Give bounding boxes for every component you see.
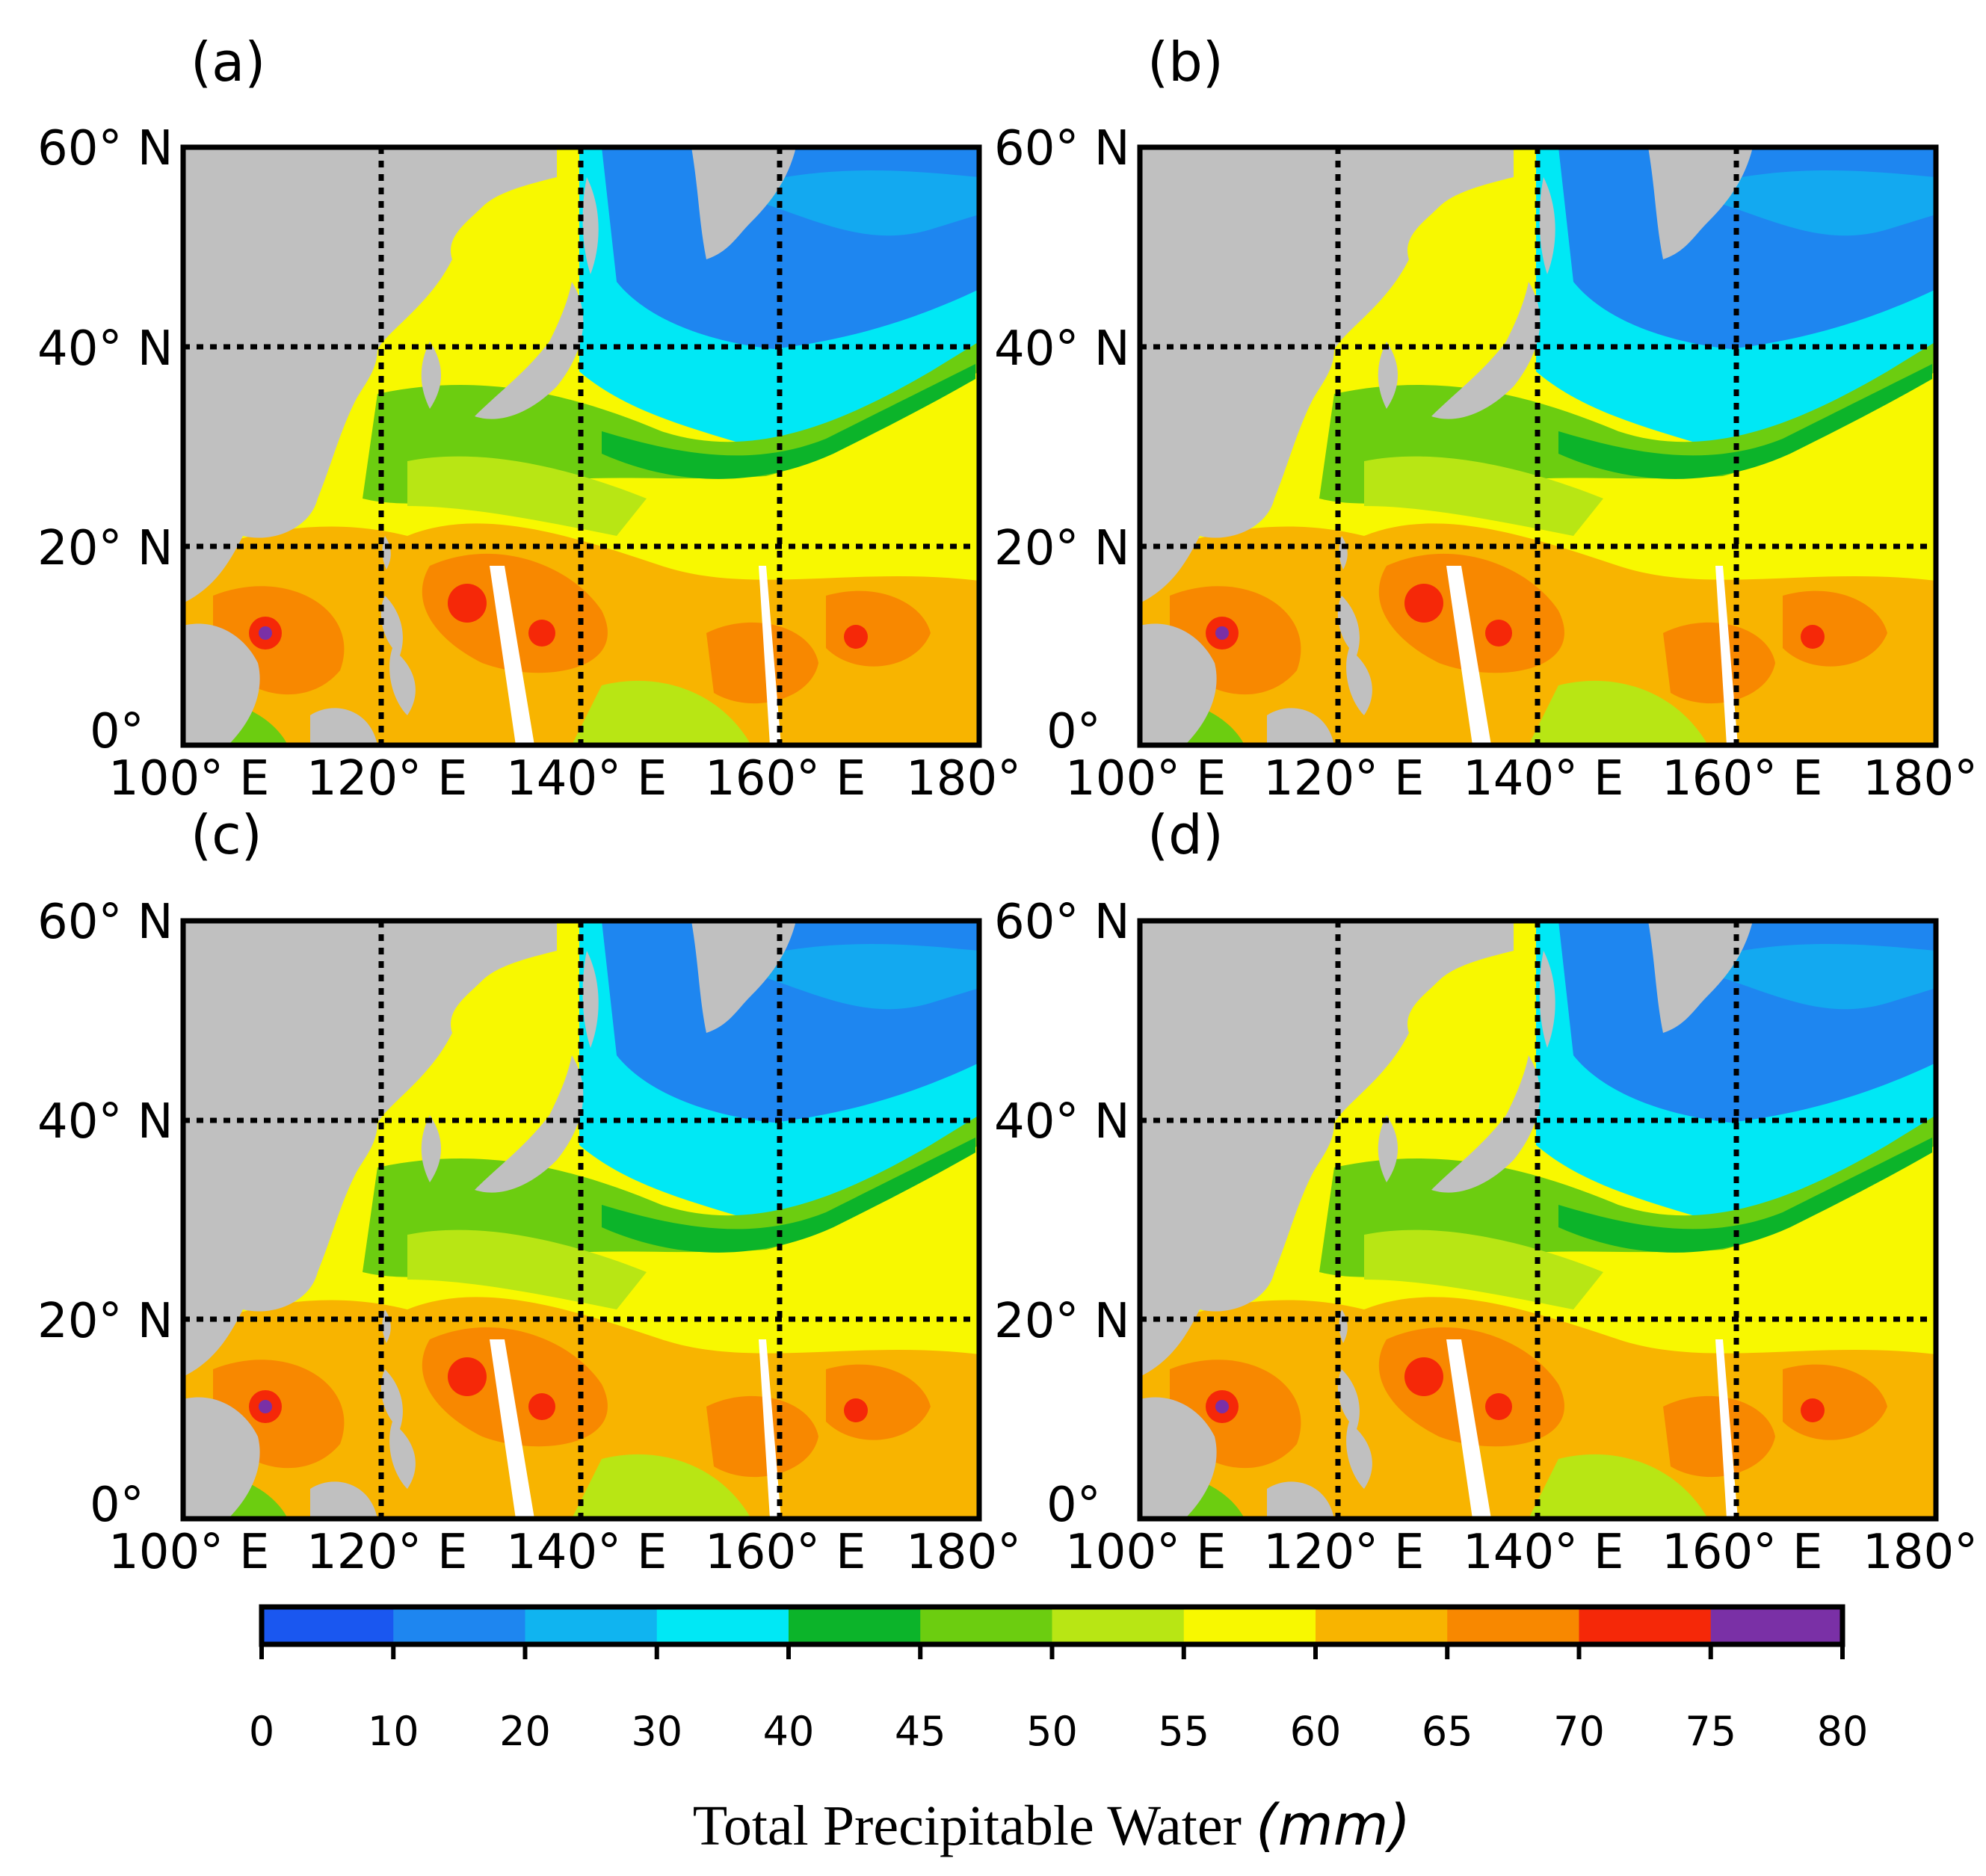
colorbar-swatch-10 — [1579, 1607, 1712, 1644]
lat-label-60n-b: 60° N — [994, 121, 1130, 176]
colorbar-ticks: 0 10 20 30 40 45 50 55 60 65 70 75 80 — [249, 1644, 1869, 1755]
lat-label-0-d: 0° — [1046, 1478, 1101, 1533]
colorbar-tick-label-1: 10 — [368, 1708, 419, 1755]
panel-a: (a) 60° N 40° N 20° N 0° 100° E 120° E 1… — [37, 31, 1021, 806]
panel-label-d: (d) — [1147, 803, 1224, 866]
lon-label-180-c: 180° — [906, 1525, 1021, 1580]
lon-label-140-c: 140° — [506, 1525, 621, 1580]
lat-label-20n-a: 20° N — [37, 521, 173, 576]
colorbar-swatch-11 — [1710, 1607, 1843, 1644]
colorbar-tick-label-12: 80 — [1817, 1708, 1869, 1755]
lon-label-140-b: 140° — [1463, 751, 1578, 806]
lon-label-100-a: 100° — [108, 751, 223, 806]
colorbar-tick-label-3: 30 — [631, 1708, 682, 1755]
lon-label-100-b: 100° — [1065, 751, 1180, 806]
lon-label-140-a: 140° — [506, 751, 621, 806]
colorbar-swatch-0 — [262, 1607, 394, 1644]
lat-label-0-a: 0° — [90, 704, 144, 759]
colorbar-swatch-8 — [1316, 1607, 1448, 1644]
lon-label-180-d: 180° — [1863, 1525, 1978, 1580]
lon-label-140-d: 140° — [1463, 1525, 1578, 1580]
colorbar-tick-label-8: 60 — [1290, 1708, 1342, 1755]
lon-label-100-d: 100° — [1065, 1525, 1180, 1580]
lat-label-0-c: 0° — [90, 1478, 144, 1533]
colorbar-tick-label-4: 40 — [763, 1708, 815, 1755]
lat-label-60n-a: 60° N — [37, 121, 173, 176]
colorbar-swatch-5 — [920, 1607, 1052, 1644]
lon-label-120-c: 120° — [306, 1525, 422, 1580]
panel-label-b: (b) — [1147, 31, 1224, 93]
lon-label-e2-c: E — [437, 1525, 467, 1580]
colorbar-tick-label-0: 0 — [249, 1708, 274, 1755]
lon-label-e4-a: E — [836, 751, 866, 806]
lon-label-e2-d: E — [1394, 1525, 1424, 1580]
lat-label-20n-c: 20° N — [37, 1294, 173, 1349]
colorbar-swatches — [262, 1607, 1843, 1644]
lon-label-e2-b: E — [1394, 751, 1424, 806]
panel-c: (c) 60° N 40° N 20° N 0° 100° E 120° E 1… — [37, 803, 1021, 1580]
lon-label-160-a: 160° — [705, 751, 820, 806]
colorbar-tick-label-5: 45 — [895, 1708, 946, 1755]
colorbar-tick-label-7: 55 — [1158, 1708, 1209, 1755]
lat-label-20n-d: 20° N — [994, 1294, 1130, 1349]
panel-b: (b) 60° N 40° N 20° N 0° 100° E 120° E 1… — [994, 31, 1978, 806]
lon-label-180-b: 180° — [1863, 751, 1978, 806]
lon-label-e2-a: E — [437, 751, 467, 806]
lat-label-60n-c: 60° N — [37, 895, 173, 950]
lon-label-e1-a: E — [239, 751, 269, 806]
lon-label-160-b: 160° — [1662, 751, 1777, 806]
colorbar-tick-label-10: 70 — [1553, 1708, 1605, 1755]
panel-label-c: (c) — [191, 803, 262, 866]
lat-label-40n-c: 40° N — [37, 1094, 173, 1150]
colorbar-title: Total Precipitable Water (mm) — [693, 1792, 1411, 1858]
panel-label-a: (a) — [191, 31, 265, 93]
lat-label-40n-d: 40° N — [994, 1094, 1130, 1150]
colorbar-swatch-2 — [525, 1607, 658, 1644]
colorbar-tick-label-6: 50 — [1026, 1708, 1078, 1755]
lon-label-100-c: 100° — [108, 1525, 223, 1580]
colorbar-swatch-3 — [656, 1607, 789, 1644]
lon-label-e1-c: E — [239, 1525, 269, 1580]
colorbar-swatch-1 — [393, 1607, 525, 1644]
panel-d: (d) 60° N 40° N 20° N 0° 100° E 120° E 1… — [994, 803, 1978, 1580]
lon-label-e4-d: E — [1792, 1525, 1822, 1580]
lon-label-180-a: 180° — [906, 751, 1021, 806]
lon-label-e3-c: E — [637, 1525, 667, 1580]
lat-label-60n-d: 60° N — [994, 895, 1130, 950]
colorbar-tick-label-11: 75 — [1685, 1708, 1736, 1755]
lon-label-e1-d: E — [1196, 1525, 1226, 1580]
lon-label-120-a: 120° — [306, 751, 422, 806]
lat-label-40n-a: 40° N — [37, 321, 173, 377]
colorbar-swatch-6 — [1052, 1607, 1185, 1644]
lon-label-e4-c: E — [836, 1525, 866, 1580]
lon-label-120-b: 120° — [1263, 751, 1378, 806]
colorbar-swatch-4 — [789, 1607, 921, 1644]
lon-label-e1-b: E — [1196, 751, 1226, 806]
colorbar-tick-label-2: 20 — [499, 1708, 551, 1755]
lat-label-40n-b: 40° N — [994, 321, 1130, 377]
colorbar-tick-label-9: 65 — [1422, 1708, 1473, 1755]
lon-label-160-c: 160° — [705, 1525, 820, 1580]
lon-label-e3-a: E — [637, 751, 667, 806]
colorbar-swatch-7 — [1183, 1607, 1316, 1644]
colorbar: 0 10 20 30 40 45 50 55 60 65 70 75 80 Total Precipit… — [249, 1604, 1869, 1858]
lon-label-160-d: 160° — [1662, 1525, 1777, 1580]
colorbar-swatch-9 — [1447, 1607, 1579, 1644]
lon-label-e3-b: E — [1594, 751, 1623, 806]
lat-label-0-b: 0° — [1046, 704, 1101, 759]
lon-label-e4-b: E — [1792, 751, 1822, 806]
lat-label-20n-b: 20° N — [994, 521, 1130, 576]
lon-label-e3-d: E — [1594, 1525, 1623, 1580]
lon-label-120-d: 120° — [1263, 1525, 1378, 1580]
